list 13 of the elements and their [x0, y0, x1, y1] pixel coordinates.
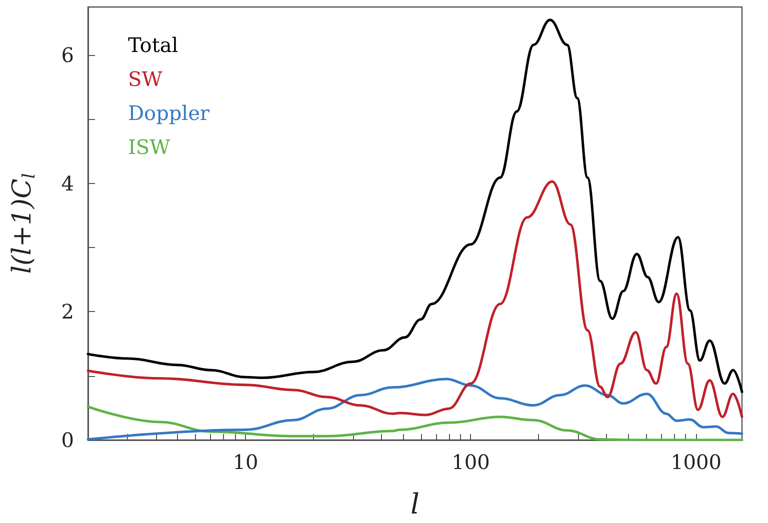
- x-axis-title: l: [410, 488, 420, 520]
- x-tick-label: 10: [232, 450, 258, 474]
- y-axis-title: l(l+1)Cl: [8, 173, 40, 274]
- x-tick-label: 1000: [670, 450, 722, 474]
- text: SW: [128, 67, 163, 91]
- text: Doppler: [128, 101, 210, 125]
- y-tick-label: 4: [61, 171, 74, 196]
- text: ISW: [128, 135, 171, 159]
- text: Total: [128, 33, 178, 57]
- y-tick-label: 6: [61, 43, 74, 68]
- y-tick-label: 0: [61, 428, 74, 452]
- x-tick-label: 100: [452, 450, 490, 474]
- y-tick-label: 2: [61, 300, 74, 324]
